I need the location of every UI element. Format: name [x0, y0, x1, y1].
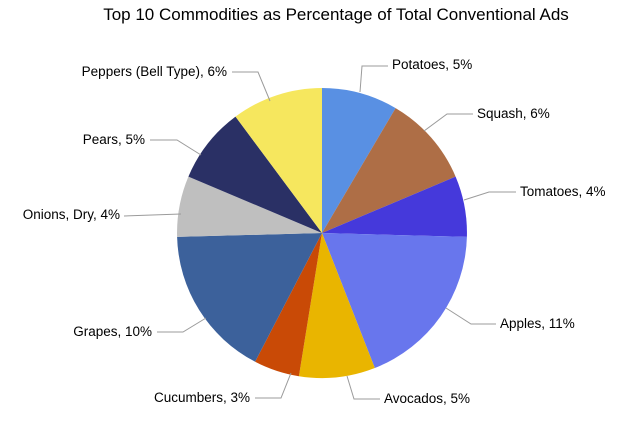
- leader-line-apples: [445, 307, 496, 325]
- leader-line-cucumbers: [255, 372, 292, 399]
- pie-label-pears: Pears, 5%: [82, 132, 145, 147]
- pie-slice-potatoes: [322, 88, 396, 233]
- pie-slice-avocados: [298, 233, 375, 379]
- pie-slice-onions-dry: [177, 176, 322, 237]
- pie-label-onions-dry: Onions, Dry, 4%: [22, 207, 120, 222]
- pie-label-squash: Squash, 6%: [477, 106, 550, 121]
- pie-slice-grapes: [177, 233, 322, 362]
- pie-label-peppers-bell-type: Peppers (Bell Type), 6%: [81, 64, 227, 79]
- chart-title: Top 10 Commodities as Percentage of Tota…: [103, 5, 569, 24]
- pie-slice-cucumbers: [255, 233, 322, 377]
- pie-slice-peppers-bell-type: [235, 88, 322, 233]
- pie-label-tomatoes: Tomatoes, 4%: [520, 184, 606, 199]
- leader-line-tomatoes: [463, 191, 516, 201]
- pie-slice-tomatoes: [322, 176, 467, 237]
- leader-line-onions-dry: [123, 213, 182, 217]
- leader-line-avocados: [346, 375, 380, 400]
- leader-line-potatoes: [359, 65, 388, 93]
- pie-label-apples: Apples, 11%: [500, 316, 575, 331]
- pie-label-grapes: Grapes, 10%: [73, 324, 152, 339]
- pie-slice-apples: [322, 233, 467, 368]
- pie-slice-pears: [188, 116, 322, 233]
- leader-line-squash: [423, 113, 473, 132]
- pie-slice-squash: [322, 108, 456, 233]
- pie-label-potatoes: Potatoes, 5%: [392, 57, 473, 72]
- leader-line-grapes: [157, 317, 207, 333]
- pie-label-avocados: Avocados, 5%: [384, 391, 471, 406]
- leader-line-peppers-bell-type: [232, 71, 271, 102]
- pie-label-cucumbers: Cucumbers, 3%: [153, 390, 250, 405]
- leader-line-pears: [150, 139, 202, 156]
